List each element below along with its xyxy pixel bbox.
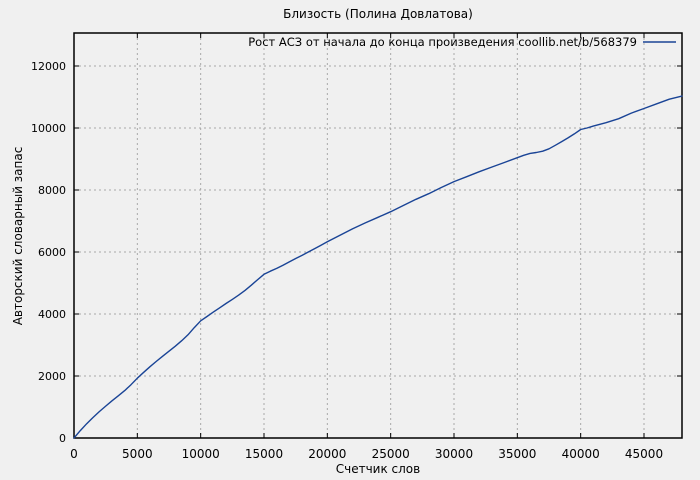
- gridlines: [74, 33, 682, 438]
- x-tick-label: 20000: [308, 447, 346, 461]
- x-axis-title: Счетчик слов: [336, 462, 420, 476]
- legend-label: Рост АСЗ от начала до конца произведения…: [248, 35, 637, 49]
- y-axis-title: Авторский словарный запас: [11, 147, 25, 326]
- y-tick-label: 2000: [38, 370, 66, 383]
- y-tick-label: 4000: [38, 308, 66, 321]
- data-line-series: [73, 95, 683, 439]
- x-tick-label: 15000: [245, 447, 283, 461]
- x-tick-label: 10000: [182, 447, 220, 461]
- y-tick-label: 6000: [38, 246, 66, 259]
- x-tick-label: 40000: [562, 447, 600, 461]
- legend: Рост АСЗ от начала до конца произведения…: [248, 35, 676, 49]
- x-tick-label: 45000: [625, 447, 663, 461]
- x-tick-label: 25000: [372, 447, 410, 461]
- y-tick-label: 0: [59, 432, 66, 445]
- x-tick-label: 5000: [122, 447, 153, 461]
- y-tick-label: 8000: [38, 184, 66, 197]
- tick-labels: 0 5000 10000 15000 20000 25000 30000 35000 40000…: [31, 60, 663, 461]
- x-tick-label: 0: [70, 447, 78, 461]
- chart-title: Близость (Полина Довлатова): [283, 7, 473, 21]
- x-tick-label: 30000: [435, 447, 473, 461]
- x-tick-label: 35000: [498, 447, 536, 461]
- y-tick-label: 10000: [31, 122, 66, 135]
- plot-border: [73, 32, 683, 439]
- y-tick-label: 12000: [31, 60, 66, 73]
